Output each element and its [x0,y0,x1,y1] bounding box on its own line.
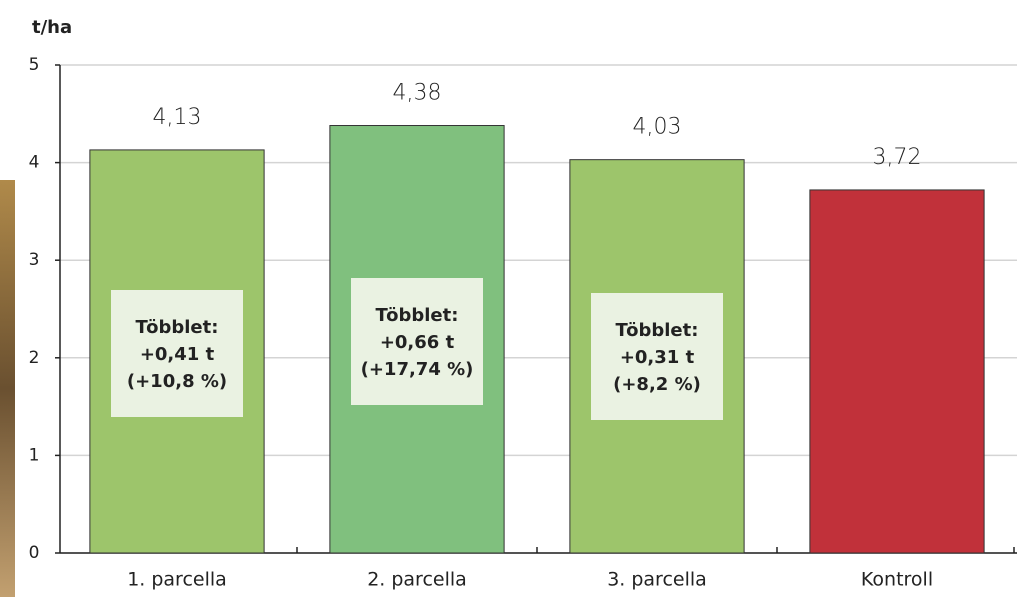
annotation: Többlet: [136,317,219,338]
y-tick-label: 4 [29,153,40,173]
annotation: +0,66 t [380,332,455,353]
annotation: +0,41 t [140,344,215,365]
y-tick-label: 0 [29,543,40,563]
y-tick-label: 2 [29,348,40,368]
annotation-box [591,293,723,420]
annotation: +0,31 t [620,347,695,368]
annotation: Többlet: [616,320,699,341]
value-label: 4,03 [633,115,682,140]
annotation-box [111,290,243,417]
annotation: (+10,8 %) [127,371,227,392]
x-tick-label: 3. parcella [607,569,707,591]
x-tick-label: 2. parcella [367,569,467,591]
annotation: Többlet: [376,305,459,326]
x-tick-label: 1. parcella [127,569,227,591]
value-label: 4,38 [393,81,442,106]
x-tick-label: Kontroll [861,569,933,591]
y-tick-label: 3 [29,250,40,270]
value-label: 4,13 [153,105,202,130]
bar [809,189,985,554]
annotation: (+17,74 %) [361,359,474,380]
photo-strip [0,180,15,597]
y-tick-label: 1 [29,445,40,465]
value-label: 3,72 [873,145,922,170]
annotation: (+8,2 %) [613,374,701,395]
y-tick-label: 5 [29,55,40,75]
annotation-box [351,278,483,405]
y-unit: t/ha [32,17,72,38]
